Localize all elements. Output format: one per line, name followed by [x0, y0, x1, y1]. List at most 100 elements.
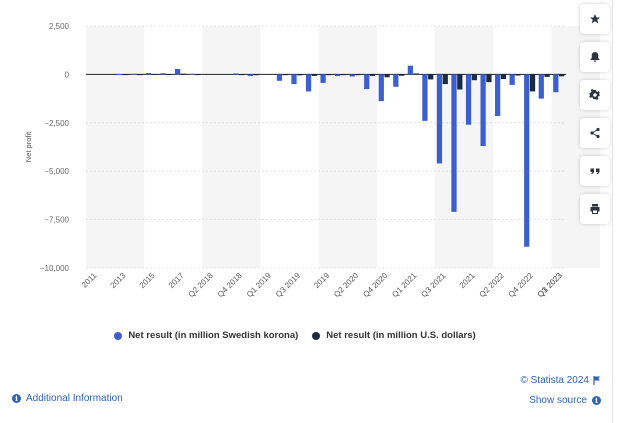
bar-usd[interactable]: [384, 74, 390, 78]
bar-sek[interactable]: [553, 74, 559, 93]
x-tick-label: Q3 2021: [419, 271, 447, 299]
x-tick-label: Q4 2020: [361, 271, 389, 299]
bar-sek[interactable]: [145, 73, 152, 75]
bar-usd[interactable]: [428, 74, 434, 80]
gear-icon: [589, 89, 600, 101]
bar-sek[interactable]: [495, 74, 501, 117]
bar-sek[interactable]: [451, 74, 457, 212]
x-tick-label: 2015: [138, 271, 157, 290]
show-source-label: Show source: [529, 395, 587, 406]
x-tick-label: Q4 2022: [507, 271, 535, 299]
bar-usd[interactable]: [166, 74, 172, 76]
cite-button[interactable]: [580, 156, 610, 186]
legend-dot-swedish: [114, 331, 123, 340]
x-tick-label: Q2 2022: [478, 271, 506, 299]
print-icon: [590, 204, 600, 214]
legend-dot-usd: [312, 331, 321, 340]
info-icon: i: [592, 396, 601, 405]
bar-sek[interactable]: [509, 74, 515, 85]
bar-sek[interactable]: [305, 74, 312, 92]
share-button[interactable]: [580, 118, 610, 148]
bar-usd[interactable]: [486, 74, 492, 83]
bar-sek[interactable]: [407, 65, 413, 75]
y-tick-label: −2,500: [44, 119, 69, 128]
bar-sek[interactable]: [524, 74, 530, 247]
print-button[interactable]: [580, 194, 610, 224]
additional-information-label: Additional Information: [26, 393, 123, 404]
copyright[interactable]: © Statista 2024: [520, 375, 601, 386]
additional-information-link[interactable]: i Additional Information: [12, 393, 123, 404]
legend-label-swedish: Net result (in million Swedish korona): [128, 330, 299, 341]
bar-sek[interactable]: [116, 74, 123, 75]
x-tick-label: Q4 2018: [216, 271, 244, 299]
bar-usd[interactable]: [253, 74, 259, 76]
bar-usd[interactable]: [195, 74, 201, 76]
x-tick-label: 2021: [458, 271, 477, 290]
bar-sek[interactable]: [189, 73, 195, 75]
bar-usd[interactable]: [559, 74, 565, 77]
bar-usd[interactable]: [471, 74, 477, 81]
legend-item-swedish[interactable]: Net result (in million Swedish korona): [114, 330, 298, 341]
bar-sek[interactable]: [276, 74, 283, 81]
bar-usd[interactable]: [122, 74, 128, 76]
bar-sek[interactable]: [465, 74, 472, 125]
bar-usd[interactable]: [529, 74, 536, 92]
bar-sek[interactable]: [422, 74, 428, 121]
bar-sek[interactable]: [291, 74, 297, 85]
y-tick-label: −7,500: [44, 216, 69, 225]
favorite-button[interactable]: [580, 4, 610, 34]
bar-usd[interactable]: [515, 74, 521, 76]
y-tick-label: 2,500: [49, 22, 70, 31]
x-tick-label: 2017: [167, 271, 186, 290]
bar-usd[interactable]: [137, 74, 143, 76]
notification-button[interactable]: [580, 42, 610, 72]
chart: 2,500 0 −2,500 −5,000 −7,500 −10,000 2011 2013…: [24, 22, 600, 300]
bar-usd[interactable]: [311, 74, 317, 76]
bar-sek[interactable]: [320, 74, 326, 83]
y-tick-label: −10,000: [40, 264, 70, 273]
bar-usd[interactable]: [355, 74, 361, 76]
bar-usd[interactable]: [442, 74, 448, 85]
bar-usd[interactable]: [326, 74, 332, 76]
bar-usd[interactable]: [413, 73, 419, 75]
bar-sek[interactable]: [335, 74, 341, 77]
bar-usd[interactable]: [151, 74, 157, 76]
bar-usd[interactable]: [297, 74, 303, 76]
bar-sek[interactable]: [349, 74, 355, 77]
x-tick-label: 2011: [80, 271, 99, 290]
bar-sek[interactable]: [378, 74, 384, 102]
legend-item-usd[interactable]: Net result (in million U.S. dollars): [312, 330, 476, 341]
column-bands: [86, 26, 600, 268]
bar-usd[interactable]: [457, 74, 463, 90]
legend-label-usd: Net result (in million U.S. dollars): [326, 330, 476, 341]
bar-sek[interactable]: [175, 68, 181, 75]
y-tick-label: 0: [65, 70, 70, 79]
y-tick-labels: 2,500 0 −2,500 −5,000 −7,500 −10,000: [40, 22, 70, 273]
bar-sek[interactable]: [393, 74, 399, 87]
bar-sek[interactable]: [480, 74, 486, 147]
bar-sek[interactable]: [538, 74, 544, 99]
grid-lines: [86, 25, 566, 269]
bar-usd[interactable]: [369, 74, 376, 76]
bar-usd[interactable]: [180, 73, 187, 75]
info-icon: i: [12, 394, 21, 403]
bar-sek[interactable]: [247, 74, 253, 76]
bar-usd[interactable]: [544, 74, 550, 77]
bar-usd[interactable]: [282, 74, 288, 76]
column-band: [435, 26, 494, 268]
show-source-link[interactable]: Show source i: [529, 395, 601, 406]
bar-sek[interactable]: [364, 74, 370, 90]
bar-sek[interactable]: [436, 74, 443, 164]
bar-sek[interactable]: [160, 73, 166, 75]
bar-usd[interactable]: [500, 74, 507, 80]
settings-button[interactable]: [580, 80, 610, 110]
quote-icon: [590, 168, 600, 174]
column-band: [86, 26, 145, 268]
bar-usd[interactable]: [399, 74, 405, 76]
bar-usd[interactable]: [239, 74, 245, 76]
y-tick-label: −5,000: [44, 167, 69, 176]
bar-usd[interactable]: [340, 74, 347, 76]
bar-sek[interactable]: [131, 73, 137, 75]
bar-sek[interactable]: [233, 73, 239, 75]
share-icon: [590, 127, 600, 139]
